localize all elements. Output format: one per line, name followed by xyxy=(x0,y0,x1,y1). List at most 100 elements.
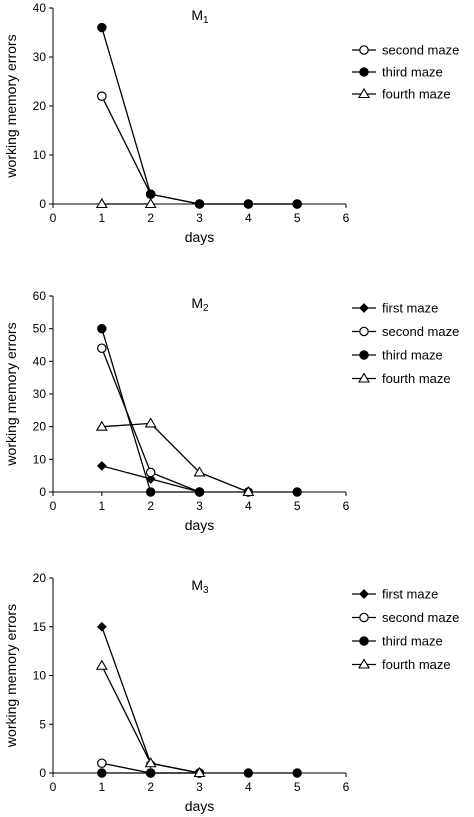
legend-marker xyxy=(359,589,369,599)
chart-title-main: M xyxy=(191,295,203,311)
data-point-fourth-maze xyxy=(242,485,255,497)
legend-item: third maze xyxy=(352,348,443,363)
x-tick-label: 0 xyxy=(50,780,57,794)
series-line xyxy=(101,422,249,493)
data-point-second-maze xyxy=(97,91,107,101)
legend-item: fourth maze xyxy=(352,657,451,672)
y-tick-label: 50 xyxy=(33,322,47,336)
legend-item: third maze xyxy=(352,65,443,80)
series-line xyxy=(101,95,298,205)
legend-item: second maze xyxy=(352,324,459,339)
legend-item: second maze xyxy=(352,43,459,58)
chart-panel-3: 0 5 10 15 20 0 1 2 3 4 5 6 days working memory errors… xyxy=(3,571,459,814)
x-axis-label: days xyxy=(185,517,215,533)
series-first-maze xyxy=(96,621,205,778)
x-tick-label: 3 xyxy=(196,780,203,794)
x-tick-label: 1 xyxy=(98,780,105,794)
y-tick-label: 15 xyxy=(33,620,47,634)
legend-label: third maze xyxy=(382,634,443,649)
y-tick-label: 30 xyxy=(33,50,47,64)
data-point-third-maze xyxy=(145,487,156,497)
legend-marker xyxy=(359,612,369,623)
data-point-fourth-maze xyxy=(144,757,157,768)
chart-title: M3 xyxy=(191,577,209,596)
chart-title-main: M xyxy=(191,577,203,593)
x-tick-label: 6 xyxy=(343,499,350,513)
data-point-fourth-maze xyxy=(95,420,108,431)
y-tick-label: 5 xyxy=(39,717,46,731)
x-tick-label: 1 xyxy=(98,211,105,225)
legend: first maze second maze third maze fourth ma… xyxy=(352,301,459,386)
y-axis-label: working memory errors xyxy=(3,604,19,748)
data-point-third-maze xyxy=(145,189,156,199)
data-point-third-maze xyxy=(97,323,107,334)
legend-marker xyxy=(358,658,370,669)
x-tick-label: 3 xyxy=(196,499,203,513)
y-tick-label: 30 xyxy=(33,387,47,401)
y-tick-label: 20 xyxy=(33,420,47,434)
legend-item: second maze xyxy=(352,610,459,625)
y-tick-label: 10 xyxy=(33,452,47,466)
x-tick-label: 5 xyxy=(294,780,301,794)
legend-marker xyxy=(358,87,370,99)
series-third-maze xyxy=(97,22,302,209)
legend-label: fourth maze xyxy=(382,657,451,672)
data-point-third-maze xyxy=(97,768,107,778)
data-point-third-maze xyxy=(292,199,302,209)
legend-item: fourth maze xyxy=(352,371,451,386)
y-tick-label: 10 xyxy=(33,148,47,162)
chart-title-subscript: 1 xyxy=(203,15,209,26)
data-point-fourth-maze xyxy=(95,197,108,209)
legend-marker xyxy=(359,303,369,313)
y-tick-label: 10 xyxy=(33,669,47,683)
legend-marker xyxy=(359,45,369,55)
legend: first maze second maze third maze fourth ma… xyxy=(352,587,459,672)
y-tick-label: 0 xyxy=(39,197,46,211)
x-tick-label: 0 xyxy=(50,499,57,513)
legend-label: first maze xyxy=(382,301,438,316)
y-tick-label: 40 xyxy=(33,1,47,15)
legend-label: third maze xyxy=(382,348,443,363)
x-tick-label: 2 xyxy=(147,780,154,794)
y-tick-label: 60 xyxy=(33,289,47,303)
legend-item: first maze xyxy=(352,301,438,316)
y-tick-label: 20 xyxy=(33,99,47,113)
chart-title-subscript: 2 xyxy=(203,303,209,314)
data-point-third-maze xyxy=(194,199,205,209)
legend-label: first maze xyxy=(382,587,438,602)
data-point-third-maze xyxy=(243,768,254,778)
x-tick-label: 0 xyxy=(50,211,57,225)
chart-panel-1: 0 10 20 30 40 0 1 2 3 4 5 6 days working memory error… xyxy=(3,1,459,245)
x-axis-label: days xyxy=(185,229,215,245)
data-point-third-maze xyxy=(292,768,302,778)
legend-label: second maze xyxy=(382,324,459,339)
legend-marker xyxy=(359,350,369,360)
data-point-fourth-maze xyxy=(144,417,157,428)
series-line xyxy=(101,27,298,205)
y-tick-label: 20 xyxy=(33,571,47,585)
legend-label: second maze xyxy=(382,610,459,625)
legend-label: fourth maze xyxy=(382,87,451,102)
data-point-second-maze xyxy=(97,343,107,354)
x-axis-label: days xyxy=(185,798,215,814)
data-point-third-maze xyxy=(97,22,107,33)
legend: second maze third maze fourth maze xyxy=(352,43,459,102)
series-line xyxy=(101,626,200,774)
data-point-first-maze xyxy=(145,474,156,484)
y-tick-label: 0 xyxy=(39,485,46,499)
x-tick-label: 6 xyxy=(343,780,350,794)
data-point-third-maze xyxy=(292,487,302,497)
x-tick-label: 2 xyxy=(147,499,154,513)
data-point-first-maze xyxy=(96,621,107,632)
y-axis-label: working memory errors xyxy=(3,34,19,178)
data-point-fourth-maze xyxy=(95,659,108,670)
y-tick-label: 0 xyxy=(39,766,46,780)
y-tick-label: 40 xyxy=(33,354,47,368)
chart-title: M1 xyxy=(191,7,209,26)
series-fourth-maze xyxy=(95,197,157,209)
x-tick-label: 4 xyxy=(245,780,252,794)
legend-item: fourth maze xyxy=(352,87,451,102)
data-point-first-maze xyxy=(96,460,107,471)
x-tick-label: 4 xyxy=(245,211,252,225)
